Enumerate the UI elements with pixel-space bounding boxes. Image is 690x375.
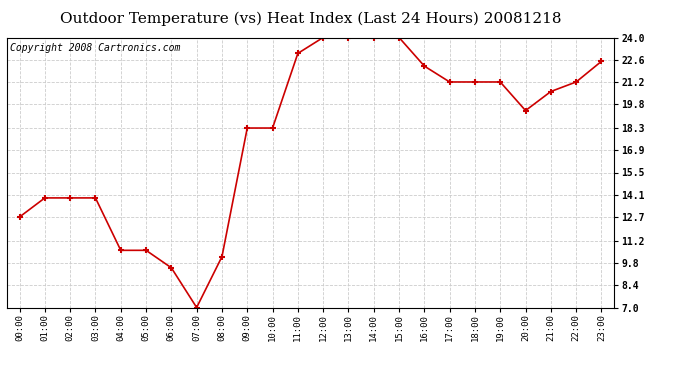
Text: Outdoor Temperature (vs) Heat Index (Last 24 Hours) 20081218: Outdoor Temperature (vs) Heat Index (Las… <box>60 11 561 26</box>
Text: Copyright 2008 Cartronics.com: Copyright 2008 Cartronics.com <box>10 43 180 53</box>
